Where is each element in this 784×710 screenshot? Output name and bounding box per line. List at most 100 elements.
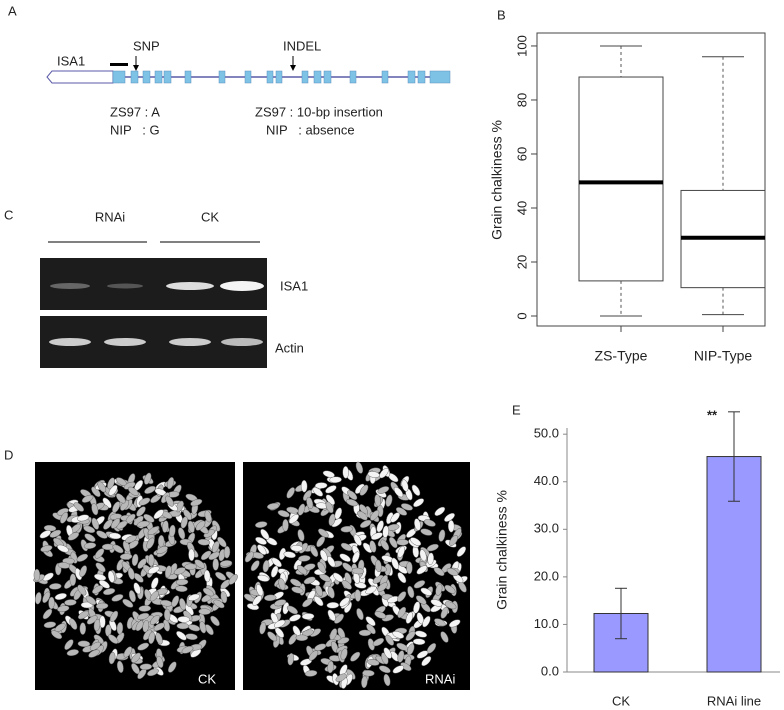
grain bbox=[359, 484, 369, 496]
y-tick-label: 80 bbox=[514, 93, 529, 107]
grain bbox=[146, 537, 155, 549]
grain bbox=[136, 506, 146, 517]
grain bbox=[144, 485, 156, 494]
grain bbox=[327, 609, 336, 622]
grain bbox=[69, 618, 78, 630]
grain bbox=[326, 556, 336, 568]
grain bbox=[179, 598, 187, 611]
grain bbox=[401, 479, 409, 492]
grain bbox=[353, 534, 362, 546]
grain bbox=[377, 582, 388, 592]
grain bbox=[112, 544, 124, 554]
grain bbox=[99, 615, 106, 628]
grain bbox=[195, 520, 206, 531]
grain bbox=[397, 591, 407, 602]
grain bbox=[200, 550, 212, 561]
grain bbox=[69, 573, 77, 586]
gene-name: ISA1 bbox=[57, 53, 85, 68]
grain bbox=[116, 660, 124, 673]
grain bbox=[88, 649, 100, 658]
exon bbox=[275, 70, 283, 84]
grain bbox=[175, 585, 188, 592]
grain bbox=[43, 621, 57, 629]
band-label: Actin bbox=[275, 340, 304, 355]
grain bbox=[357, 510, 368, 521]
grain bbox=[33, 568, 41, 582]
grain bbox=[433, 567, 445, 576]
grain bbox=[420, 528, 433, 536]
grain bbox=[270, 565, 279, 578]
band bbox=[49, 338, 91, 346]
grain bbox=[77, 640, 91, 648]
grain bbox=[271, 557, 282, 568]
exon bbox=[407, 70, 416, 84]
grain bbox=[303, 576, 316, 585]
grain bbox=[153, 509, 164, 519]
grain bbox=[288, 633, 298, 645]
grain bbox=[54, 593, 67, 600]
grain bbox=[176, 631, 187, 641]
grain bbox=[116, 520, 128, 530]
grain bbox=[137, 520, 150, 528]
arrow-head bbox=[290, 65, 296, 71]
grain bbox=[219, 560, 233, 567]
exon bbox=[313, 70, 322, 84]
grain bbox=[290, 545, 303, 552]
grain bbox=[359, 519, 372, 528]
exon bbox=[349, 70, 357, 84]
grain bbox=[326, 602, 339, 609]
grain bbox=[419, 549, 427, 562]
grain bbox=[76, 553, 89, 562]
grain bbox=[434, 506, 446, 516]
grain bbox=[211, 541, 220, 553]
grain bbox=[108, 634, 119, 644]
grain bbox=[382, 525, 389, 538]
snp-label: SNP bbox=[133, 38, 160, 53]
grain bbox=[416, 650, 429, 659]
grain bbox=[374, 611, 387, 619]
grain bbox=[194, 559, 206, 569]
grain bbox=[317, 561, 326, 573]
grain bbox=[262, 560, 270, 573]
grain bbox=[147, 526, 159, 535]
grain bbox=[184, 563, 197, 570]
grain bbox=[297, 529, 305, 542]
annotation: ** bbox=[707, 407, 718, 422]
grain bbox=[150, 614, 160, 625]
band bbox=[50, 283, 90, 289]
exon bbox=[218, 70, 226, 84]
grain bbox=[48, 596, 55, 610]
grain bbox=[375, 559, 382, 573]
grain bbox=[255, 536, 267, 545]
grain bbox=[427, 552, 434, 565]
grain bbox=[122, 540, 131, 553]
grain bbox=[103, 588, 116, 596]
grain bbox=[83, 542, 97, 549]
grain bbox=[112, 501, 121, 513]
grain bbox=[288, 514, 299, 524]
grain bbox=[334, 507, 342, 520]
grain bbox=[332, 572, 344, 583]
grain bbox=[137, 612, 150, 621]
y-axis-label: Grain chalkiness % bbox=[494, 490, 510, 610]
grain bbox=[89, 641, 101, 651]
grain bbox=[286, 506, 299, 514]
grain bbox=[259, 622, 267, 635]
grain bbox=[110, 518, 121, 529]
panel-label: B bbox=[497, 7, 506, 22]
x-tick-label: ZS-Type bbox=[595, 348, 648, 364]
grain bbox=[162, 520, 169, 533]
grain bbox=[256, 584, 264, 597]
x-tick-label: CK bbox=[612, 693, 630, 708]
x-tick-label: NIP-Type bbox=[694, 348, 753, 364]
band bbox=[107, 283, 143, 289]
grain bbox=[131, 553, 139, 567]
grain bbox=[405, 630, 416, 641]
grain bbox=[309, 545, 319, 557]
exon bbox=[163, 70, 172, 84]
allele-text: NIP : G bbox=[110, 122, 160, 137]
grain bbox=[440, 631, 449, 643]
grain bbox=[295, 634, 308, 641]
grain bbox=[94, 548, 105, 559]
grain bbox=[315, 482, 328, 489]
